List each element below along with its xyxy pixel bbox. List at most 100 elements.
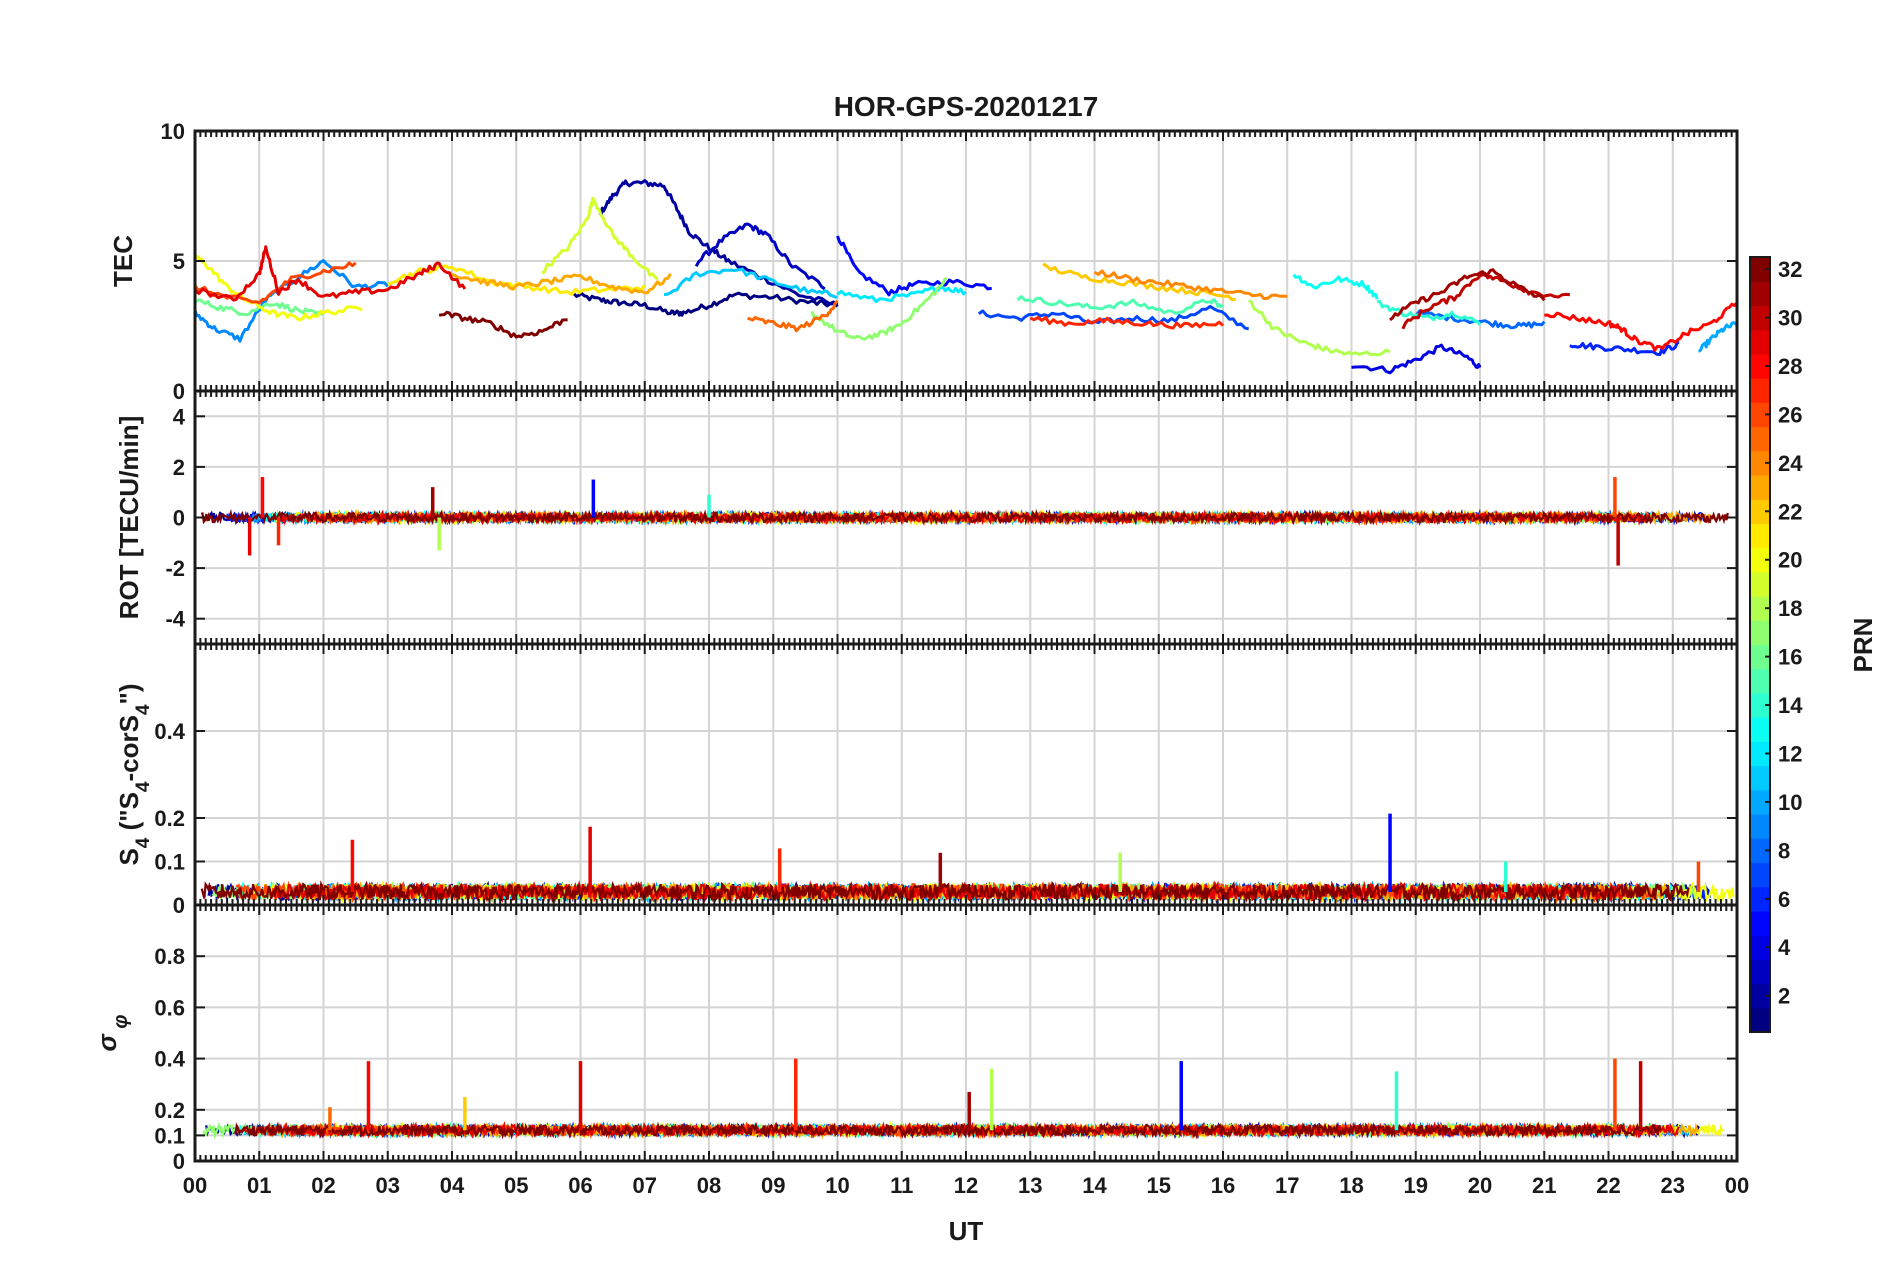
y-axis-label-rot: ROT [TECU/min] [114, 416, 144, 620]
colorbar-swatch [1750, 935, 1770, 960]
colorbar-tick-label: 14 [1778, 693, 1803, 718]
tec-series-prn-12 [836, 285, 967, 304]
colorbar-tick-label: 2 [1778, 984, 1790, 1009]
tec-series-prn-14 [1377, 299, 1482, 326]
x-tick-label: 00 [1725, 1173, 1749, 1198]
colorbar-swatch [1750, 741, 1770, 767]
colorbar-tick-label: 10 [1778, 790, 1802, 815]
x-tick-label: 01 [247, 1173, 271, 1198]
colorbar-tick-label: 30 [1778, 306, 1802, 331]
y-axis-label-tec: TEC [108, 235, 138, 287]
x-tick-label: 03 [376, 1173, 400, 1198]
y-tick-label-s4: 0.4 [154, 719, 185, 744]
tec-series-prn-4 [1351, 343, 1482, 375]
colorbar-swatch [1750, 668, 1770, 694]
x-tick-label: 19 [1404, 1173, 1428, 1198]
y-tick-label-sigma_phi: 0.4 [154, 1047, 185, 1072]
y-tick-label-rot: -4 [165, 607, 185, 632]
y-axis-label-sigma-phi: σ φ [92, 1015, 132, 1052]
colorbar-swatch [1750, 474, 1770, 500]
tec-series-prn-27 [1029, 316, 1224, 330]
x-tick-label: 18 [1339, 1173, 1363, 1198]
tec-series-prn-20 [195, 255, 363, 322]
colorbar-swatch [1750, 910, 1770, 936]
colorbar-swatch [1750, 281, 1770, 307]
tec-series-prn-10 [1698, 321, 1737, 353]
colorbar-swatch [1750, 886, 1770, 912]
tec-series-prn-15 [1016, 295, 1224, 315]
x-tick-label: 10 [825, 1173, 849, 1198]
colorbar-swatch [1750, 838, 1770, 864]
x-tick-label: 02 [311, 1173, 335, 1198]
colorbar-swatch [1750, 959, 1770, 985]
colorbar-swatch [1750, 814, 1770, 839]
tec-series-prn-23 [451, 272, 672, 295]
x-tick-label: 17 [1275, 1173, 1299, 1198]
tec-series-prn-11 [663, 267, 838, 299]
colorbar-swatch [1750, 426, 1770, 452]
tec-series-prn-29 [195, 245, 467, 302]
x-tick-label: 23 [1661, 1173, 1685, 1198]
x-tick-label: 06 [568, 1173, 592, 1198]
tec-series-prn-18 [1247, 299, 1391, 357]
colorbar-swatch [1750, 717, 1770, 742]
panel-rot: -4 -2 0 2 4 ROT [TECU/min] [114, 389, 1739, 646]
tec-series-prn-24 [1093, 269, 1288, 301]
x-tick-label: 00 [183, 1173, 207, 1198]
tec-series-prn-5 [836, 235, 992, 297]
colorbar-swatch [1750, 862, 1770, 888]
y-tick-label-s4: 0 [173, 893, 185, 918]
tec-series-prn-28 [1544, 301, 1737, 352]
colorbar-tick-label: 20 [1778, 548, 1802, 573]
tec-series-prn-2 [598, 179, 839, 308]
colorbar-tick-label: 28 [1778, 354, 1802, 379]
data-rot [201, 477, 1729, 566]
x-tick-label: 22 [1596, 1173, 1620, 1198]
tec-series-prn-6 [1569, 341, 1680, 357]
colorbar-tick-label: 24 [1778, 451, 1803, 476]
tec-series-prn-8 [1414, 309, 1546, 330]
x-tick-label: 05 [504, 1173, 528, 1198]
colorbar-tick-label: 12 [1778, 741, 1802, 766]
colorbar-swatch [1750, 305, 1770, 331]
colorbar-swatch [1750, 353, 1770, 379]
data-s4 [200, 813, 1735, 905]
colorbar-tick-label: 22 [1778, 499, 1802, 524]
colorbar-label: PRN [1848, 618, 1878, 673]
ticks-s4: 0 0.1 0.2 0.4 [154, 644, 1738, 918]
panel-tec: 0 5 10 TEC [108, 119, 1739, 404]
y-tick-label-sigma_phi: 0.1 [154, 1123, 185, 1148]
x-axis-label: UT [949, 1216, 984, 1246]
colorbar-tick-label: 18 [1778, 596, 1802, 621]
chart-title: HOR-GPS-20201217 [834, 91, 1099, 122]
data-tec [195, 179, 1737, 375]
gridlines-s4 [195, 644, 1737, 905]
data-sigma_phi [202, 1058, 1724, 1140]
gridlines-sigma_phi [195, 905, 1737, 1161]
x-tick-label: 15 [1147, 1173, 1171, 1198]
y-tick-label-tec: 10 [161, 119, 185, 144]
colorbar-tick-label: 26 [1778, 402, 1802, 427]
x-tick-label: 09 [761, 1173, 785, 1198]
colorbar-tick-label: 6 [1778, 887, 1790, 912]
gridlines-tec [195, 131, 1737, 391]
x-tick-label: 11 [890, 1173, 913, 1198]
colorbar-swatch [1750, 644, 1770, 670]
tec-series-prn-3 [694, 222, 826, 291]
colorbar-tick-label: 32 [1778, 257, 1802, 282]
colorbar-swatch [1750, 547, 1770, 573]
colorbar-swatch [1750, 1007, 1770, 1033]
colorbar-swatch [1750, 523, 1770, 549]
rot-noise-prn-32 [201, 508, 1729, 527]
y-tick-label-sigma_phi: 0.8 [154, 944, 185, 969]
y-tick-label-rot: -2 [165, 556, 185, 581]
y-tick-label-sigma_phi: 0.6 [154, 995, 185, 1020]
x-tick-label: 08 [697, 1173, 721, 1198]
colorbar-swatch [1750, 571, 1770, 597]
colorbar-swatch [1750, 620, 1770, 646]
y-tick-label-s4: 0.1 [154, 850, 185, 875]
y-tick-label-tec: 5 [173, 249, 185, 274]
